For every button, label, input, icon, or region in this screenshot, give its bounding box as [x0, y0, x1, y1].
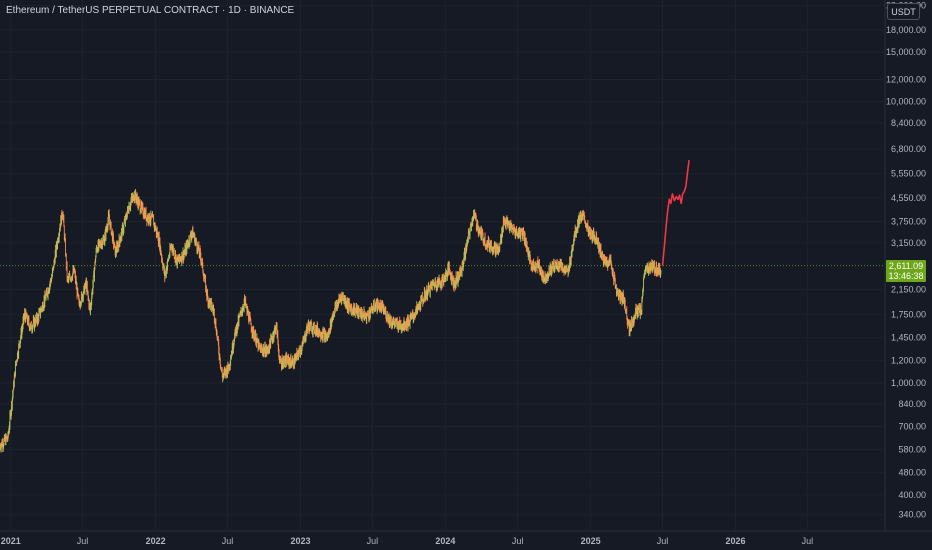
price-tick-label: 18,000.00: [886, 25, 926, 35]
time-tick-label: Jul: [512, 536, 524, 546]
price-tick-label: 1,200.00: [891, 356, 926, 366]
time-tick-label: Jul: [657, 536, 669, 546]
currency-button[interactable]: USDT: [887, 3, 920, 20]
time-axis[interactable]: 2021 Jul 2022 Jul 2023 Jul 2024 Jul 2025 Jul 2026 J…: [1, 536, 813, 546]
price-tick-label: 5,550.00: [891, 169, 926, 179]
price-tick-label: 480.00: [898, 468, 926, 478]
price-tick-label: 1,750.00: [891, 310, 926, 320]
price-tick-label: 580.00: [898, 444, 926, 454]
price-tick-label: 840.00: [898, 399, 926, 409]
bar-countdown: 13:46:38: [888, 270, 924, 281]
time-tick-label: 2023: [290, 536, 310, 546]
projection-line: [661, 159, 690, 266]
time-tick-label: 2021: [1, 536, 21, 546]
price-tick-label: 8,400.00: [891, 118, 926, 128]
price-tick-label: 700.00: [898, 422, 926, 432]
time-tick-label: 2024: [435, 536, 455, 546]
chart-title: Ethereum / TetherUS PERPETUAL CONTRACT ·…: [6, 5, 294, 16]
time-tick-label: Jul: [367, 536, 379, 546]
chart-grid: [0, 0, 884, 530]
price-tick-label: 3,150.00: [891, 238, 926, 248]
price-tick-label: 12,000.00: [886, 74, 926, 84]
time-tick-label: 2026: [726, 536, 746, 546]
current-price-badge: 2,611.09 13:46:38: [886, 259, 926, 282]
candle-series: [0, 189, 662, 453]
time-tick-label: 2022: [146, 536, 166, 546]
price-tick-label: 15,000.00: [886, 47, 926, 57]
currency-label: USDT: [891, 6, 916, 17]
price-tick-label: 2,150.00: [891, 284, 926, 294]
price-tick-label: 10,000.00: [886, 97, 926, 107]
price-tick-label: 6,800.00: [891, 144, 926, 154]
price-tick-label: 400.00: [898, 490, 926, 500]
time-tick-label: Jul: [77, 536, 89, 546]
price-tick-label: 3,750.00: [891, 217, 926, 227]
price-tick-label: 1,000.00: [891, 378, 926, 388]
price-tick-label: 4,550.00: [891, 193, 926, 203]
price-tick-label: 340.00: [898, 510, 926, 520]
current-price-value: 2,611.09: [888, 260, 924, 271]
price-tick-label: 1,450.00: [891, 333, 926, 343]
time-tick-label: Jul: [222, 536, 234, 546]
time-tick-label: Jul: [802, 536, 814, 546]
time-tick-label: 2025: [581, 536, 601, 546]
symbol-title: Ethereum / TetherUS PERPETUAL CONTRACT ·…: [6, 5, 295, 16]
projection-path: [661, 159, 690, 266]
